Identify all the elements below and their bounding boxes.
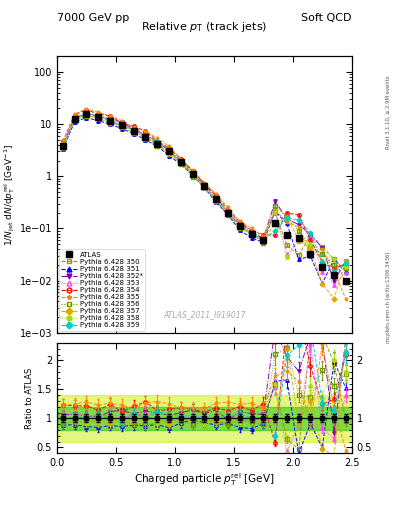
Bar [57, 407, 352, 430]
Text: Soft QCD: Soft QCD [301, 13, 352, 23]
Y-axis label: $1/N_\mathrm{jet}\ \mathrm{d}N/\mathrm{d}p_\mathrm{T}^\mathrm{rel}\ [\mathrm{GeV: $1/N_\mathrm{jet}\ \mathrm{d}N/\mathrm{d… [2, 143, 17, 246]
X-axis label: Charged particle $p_\mathrm{T}^\mathrm{rel}$ [GeV]: Charged particle $p_\mathrm{T}^\mathrm{r… [134, 471, 275, 487]
Y-axis label: Ratio to ATLAS: Ratio to ATLAS [25, 368, 34, 429]
Text: Relative $p_\mathrm{T}$ (track jets): Relative $p_\mathrm{T}$ (track jets) [141, 20, 268, 34]
Text: Rivet 3.1.10, ≥ 2.9M events: Rivet 3.1.10, ≥ 2.9M events [386, 76, 391, 150]
Bar [57, 395, 352, 441]
Text: ATLAS_2011_I919017: ATLAS_2011_I919017 [163, 310, 246, 319]
Text: 7000 GeV pp: 7000 GeV pp [57, 13, 129, 23]
Text: mcplots.cern.ch [arXiv:1306.3436]: mcplots.cern.ch [arXiv:1306.3436] [386, 251, 391, 343]
Legend: ATLAS, Pythia 6.428 350, Pythia 6.428 351, Pythia 6.428 352*, Pythia 6.428 353, : ATLAS, Pythia 6.428 350, Pythia 6.428 35… [59, 249, 145, 331]
